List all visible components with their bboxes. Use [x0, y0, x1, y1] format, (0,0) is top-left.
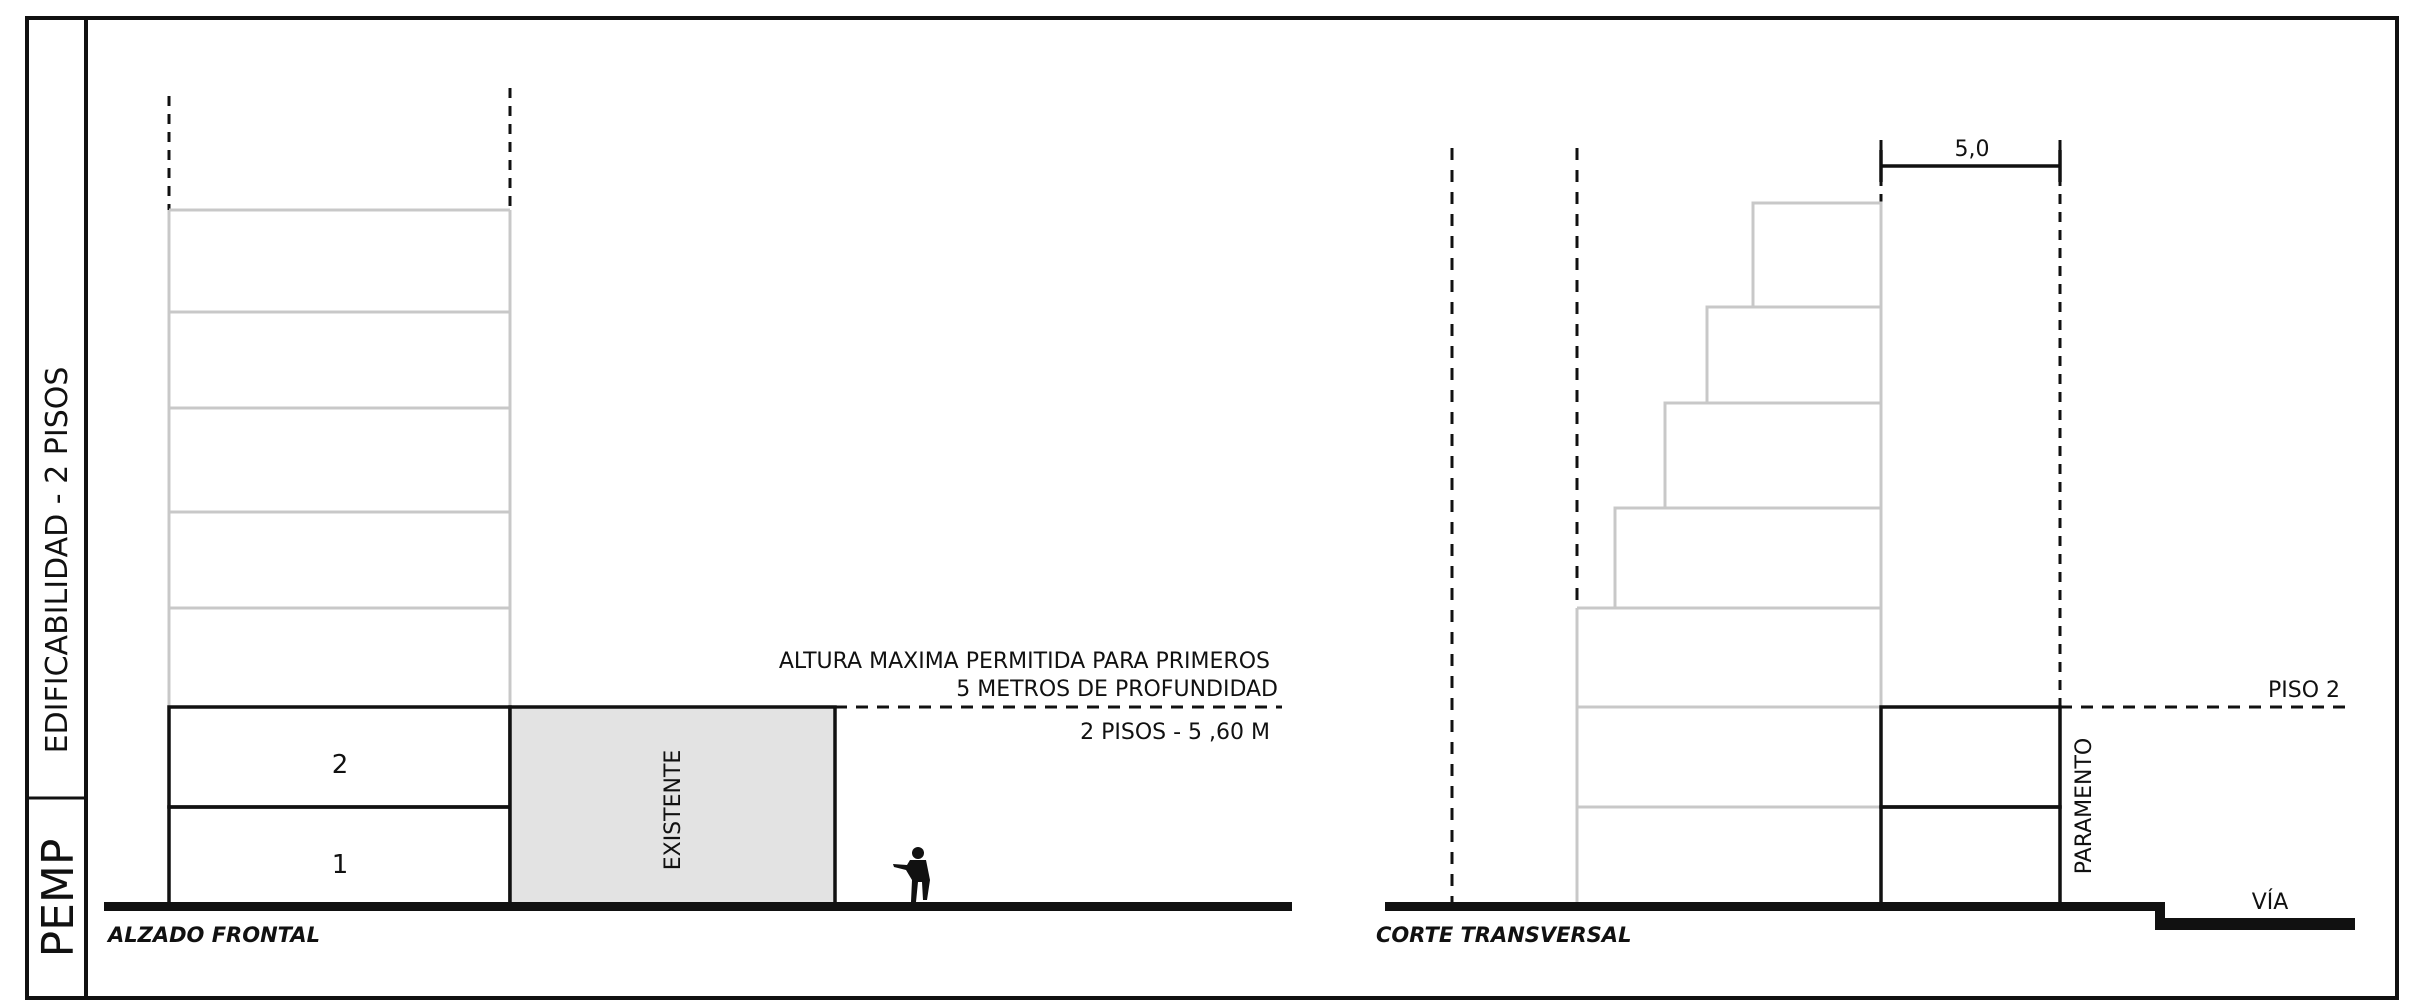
- elevation-ghost-floors: [167, 208, 512, 707]
- elevation-note-line-2: 5 METROS DE PROFUNDIDAD: [956, 677, 1278, 702]
- elevation-caption: ALZADO FRONTAL: [106, 923, 320, 947]
- elevation-note-line-1: ALTURA MAXIMA PERMITIDA PARA PRIMEROS: [779, 649, 1270, 674]
- section-caption: CORTE TRANSVERSAL: [1376, 923, 1631, 947]
- sidebar-bottom-label: PEMP: [33, 839, 84, 958]
- facade-label: PARAMENTO: [2072, 738, 2097, 874]
- person-silhouette-icon: [893, 847, 930, 902]
- section-ground-line: [1385, 902, 2355, 930]
- section-level-label: PISO 2: [2268, 678, 2340, 703]
- road-label: VÍA: [2252, 889, 2289, 915]
- outer-frame: [25, 16, 2399, 1000]
- elevation-floor-1-number: 1: [332, 850, 349, 880]
- elevation-height-label: 2 PISOS - 5 ,60 M: [1080, 720, 1270, 745]
- existing-building-label: EXISTENTE: [661, 750, 686, 871]
- dimension-label: 5,0: [1955, 137, 1990, 162]
- sidebar-top-label: EDIFICABILIDAD - 2 PISOS: [40, 367, 75, 754]
- section-ghost-steps: [1575, 201, 1883, 902]
- elevation-floor-2-number: 2: [332, 750, 349, 780]
- section-drawing: 5,0 PISO 2 PARAMENTO VÍA CORTE TRANSVERS…: [1376, 137, 2355, 947]
- elevation-ground-line: [104, 902, 1292, 911]
- existing-building: [508, 705, 837, 908]
- elevation-drawing: 2 1 EXISTENTE ALTURA MAXIMA PERMITIDA PA…: [104, 88, 1292, 947]
- section-floor-1-box: [1879, 805, 2062, 908]
- section-floor-2-box: [1879, 705, 2062, 809]
